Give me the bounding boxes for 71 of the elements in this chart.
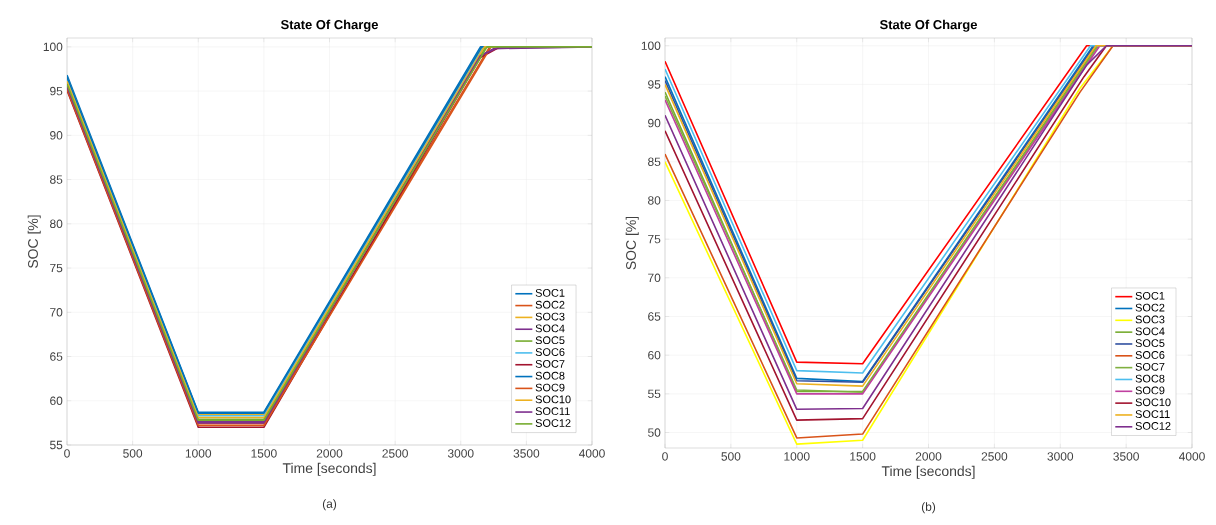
y-tick-label: 90 [648,118,661,128]
x-tick-label: 3500 [1113,452,1139,461]
x-tick-label: 500 [721,452,741,461]
legend-label: SOC12 [1135,422,1171,430]
legend-label: SOC2 [1135,303,1165,312]
legend-label: SOC7 [535,360,565,368]
y-tick-label: 55 [50,440,63,450]
legend-label: SOC3 [1135,315,1165,324]
chart-title: State Of Charge [280,19,378,32]
legend-label: SOC5 [535,336,565,345]
x-axis-title: Time [seconds] [282,462,376,476]
legend-label: SOC11 [1135,410,1170,418]
legend-label: SOC5 [1135,339,1165,348]
y-axis-title: SOC [%] [625,216,639,270]
legend-label: SOC6 [535,348,565,356]
legend-label: SOC7 [1135,362,1165,371]
legend-label: SOC9 [1135,386,1165,395]
y-tick-label: 55 [648,389,661,399]
text: (b) [921,502,936,514]
y-tick-label: 100 [43,42,63,52]
y-tick-label: 80 [50,219,63,229]
x-tick-label: 2500 [382,449,408,458]
legend-label: SOC8 [1135,374,1165,383]
x-tick-label: 0 [662,452,668,461]
x-tick-label: 2500 [981,452,1008,461]
x-tick-label: 500 [123,449,143,458]
y-tick-label: 95 [648,80,661,89]
y-tick-label: 75 [648,234,661,244]
legend-label: SOC9 [535,383,565,392]
x-tick-label: 1000 [784,452,810,461]
y-tick-label: 60 [648,350,661,360]
y-tick-label: 80 [648,196,661,205]
y-tick-label: 90 [50,131,63,140]
x-tick-label: 0 [64,449,70,458]
legend-label: SOC10 [1135,398,1171,407]
legend-label: SOC12 [535,419,571,427]
legend-label: SOC8 [535,371,565,380]
legend-label: SOC6 [1135,351,1165,359]
x-tick-label: 1000 [185,449,212,458]
y-tick-label: 75 [50,263,63,273]
text: (a) [322,499,337,511]
legend-label: SOC1 [1135,291,1165,300]
x-tick-label: 4000 [1179,452,1205,461]
x-tick-label: 2000 [915,452,942,461]
legend-label: SOC3 [535,312,565,321]
x-tick-label: 1500 [251,449,277,458]
legend-label: SOC1 [535,289,565,297]
y-tick-label: 100 [641,41,661,50]
y-tick-label: 60 [50,396,63,405]
y-tick-label: 65 [648,312,661,321]
y-axis-title: SOC [%] [27,215,41,268]
y-tick-label: 70 [648,273,661,283]
y-tick-label: 85 [50,175,63,184]
x-tick-label: 3000 [1047,452,1074,461]
x-tick-label: 2000 [316,449,343,458]
y-tick-label: 70 [50,308,63,317]
legend-label: SOC11 [535,407,570,416]
y-tick-label: 65 [50,352,63,361]
legend-label: SOC4 [1135,327,1165,336]
x-tick-label: 3500 [513,449,540,458]
y-tick-label: 85 [648,157,661,166]
y-tick-label: 95 [50,86,63,96]
x-tick-label: 3000 [447,449,474,458]
x-tick-label: 4000 [578,449,605,458]
legend-label: SOC10 [535,395,571,404]
x-tick-label: 1500 [850,452,876,461]
y-tick-label: 50 [648,428,661,437]
x-axis-title: Time [seconds] [881,465,975,479]
legend-label: SOC2 [535,300,565,309]
legend-label: SOC4 [535,324,565,333]
chart-title: State Of Charge [879,19,977,32]
